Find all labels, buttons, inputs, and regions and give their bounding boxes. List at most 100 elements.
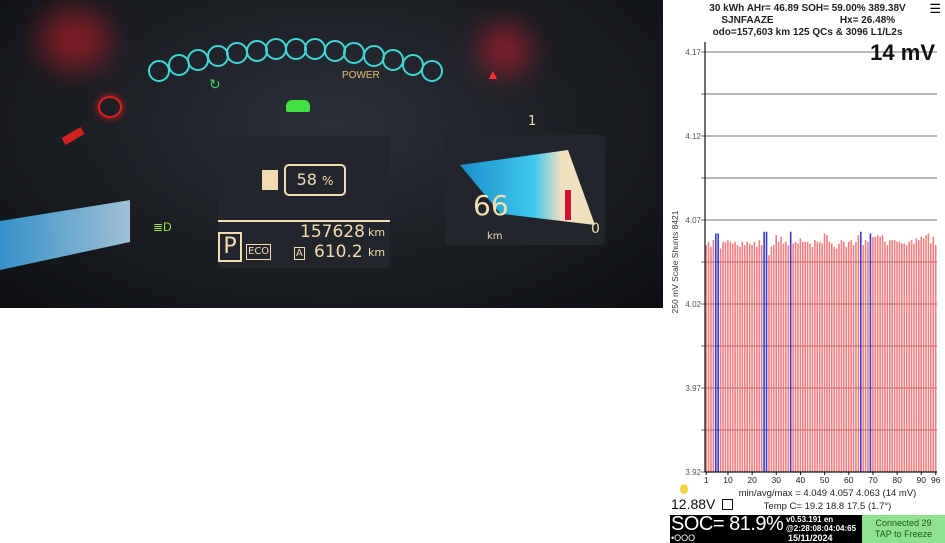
bar-cell-92 [925, 235, 927, 472]
power-meter-segment [187, 49, 209, 72]
y-tick-label: 4.17 [685, 48, 701, 57]
temperature: Temp C= 19.2 18.8 17.5 (1.7°) [763, 501, 892, 512]
range-gauge-red [565, 190, 571, 220]
vin: SJNFAAZE [721, 15, 774, 26]
y-tick-label: 4.02 [685, 300, 701, 309]
bar-cell-84 [905, 245, 908, 472]
x-tick-label: 30 [772, 475, 782, 485]
x-tick-label: 1 [704, 475, 709, 485]
y-tick-label: 4.12 [685, 132, 701, 141]
gauge-min: 0 [591, 221, 600, 237]
bar-cell-70 [872, 236, 874, 472]
bar-cell-26 [765, 231, 768, 472]
x-tick-label: 50 [820, 475, 830, 485]
bar-cell-27 [768, 255, 770, 472]
connection-button[interactable]: Connected 29 TAP to Freeze [862, 515, 945, 543]
bar-cell-87 [913, 243, 915, 472]
x-tick-label: 90 [917, 475, 927, 485]
bar-cell-51 [826, 235, 828, 472]
trip-label: A [294, 247, 305, 260]
gear-indicator: P [218, 232, 242, 262]
bar-cell-13 [734, 241, 736, 472]
version: v0.53.191 en [786, 515, 834, 524]
bar-cell-36 [789, 231, 792, 472]
battery-indicator: 58 % [284, 164, 346, 196]
hamburger-menu-icon[interactable]: ☰ [929, 1, 941, 16]
bar-cell-91 [922, 238, 925, 472]
bar-cell-30 [775, 235, 777, 472]
bar-cell-66 [862, 245, 864, 472]
ready-car-icon [286, 100, 310, 112]
bar-cell-85 [908, 241, 910, 472]
bar-cell-76 [886, 245, 889, 472]
bar-cell-64 [857, 235, 860, 472]
bar-cell-54 [833, 246, 835, 472]
bar-cell-90 [920, 236, 922, 472]
bar-cell-3 [710, 246, 712, 472]
bar-cell-59 [845, 246, 848, 472]
red-glow [40, 10, 110, 70]
x-tick-label: 20 [747, 475, 757, 485]
bar-cell-78 [891, 240, 893, 472]
charge-plug-icon [262, 170, 278, 190]
range-display: 66 km 0 [445, 135, 605, 245]
bar-cell-56 [838, 243, 840, 472]
percent-sign: % [322, 174, 334, 188]
bar-cell-46 [814, 240, 816, 472]
lightbulb-icon[interactable] [680, 484, 688, 494]
power-meter-segment [265, 38, 287, 61]
bar-cell-42 [804, 241, 806, 472]
bar-cell-8 [722, 241, 724, 472]
bar-cell-16 [741, 241, 744, 472]
bar-cell-79 [893, 240, 896, 472]
bar-cell-38 [794, 241, 797, 472]
bar-cell-73 [879, 236, 881, 472]
eco-mode: ECO [246, 244, 272, 260]
battery-percent: 58 [296, 170, 317, 189]
bar-cell-32 [780, 236, 782, 472]
connected-text: Connected 29 [875, 518, 932, 528]
bar-cell-21 [753, 241, 756, 472]
bar-cell-96 [934, 245, 937, 472]
bar-cell-93 [927, 233, 930, 472]
bar-cell-19 [748, 243, 751, 472]
bar-cell-77 [888, 240, 891, 472]
bar-cell-14 [736, 245, 739, 472]
x-tick-label: 60 [844, 475, 854, 485]
bar-cell-29 [772, 245, 775, 472]
bar-cell-6 [717, 233, 719, 472]
bar-cell-45 [811, 246, 814, 472]
header-line1: 30 kWh AHr= 46.89 SOH= 59.00% 389.38V [709, 3, 906, 14]
bar-cell-23 [758, 240, 761, 472]
bar-cell-82 [901, 243, 903, 472]
power-label: POWER [342, 70, 380, 81]
bar-cell-62 [852, 245, 855, 472]
bar-cell-41 [801, 241, 804, 472]
trip-unit: km [368, 246, 386, 259]
bar-cell-18 [746, 241, 748, 472]
bar-cell-4 [712, 240, 715, 472]
divider [218, 220, 390, 222]
bar-cell-80 [896, 241, 898, 472]
bar-cell-81 [898, 241, 901, 472]
odometer-unit: km [368, 226, 386, 239]
center-display: 58 % P ECO 157628 km A 610.2 km [218, 136, 390, 268]
bar-cell-75 [884, 241, 886, 472]
bar-cell-22 [756, 246, 758, 472]
red-glow [480, 25, 530, 75]
bar-cell-83 [903, 243, 906, 472]
bar-cell-17 [743, 245, 746, 472]
bar-cell-69 [869, 233, 872, 472]
power-meter-segment [382, 49, 404, 72]
bar-cell-31 [777, 241, 780, 472]
gauge-mark: 1 [528, 114, 537, 129]
y-tick-label: 3.97 [685, 384, 701, 393]
bar-cell-11 [729, 241, 732, 472]
delta-mv: 14 mV [870, 40, 935, 65]
cell-voltage-chart[interactable]: 4.17 4.12 4.07 4.02 3.97 3.921 10 20 30 40 50 60 70 8… [670, 0, 945, 500]
bar-cell-2 [707, 241, 710, 472]
bar-cell-1 [705, 245, 707, 472]
time: @2:28:08:04:04:65 [786, 524, 857, 533]
calendar-icon[interactable] [722, 499, 733, 510]
power-meter-segment [362, 45, 385, 68]
